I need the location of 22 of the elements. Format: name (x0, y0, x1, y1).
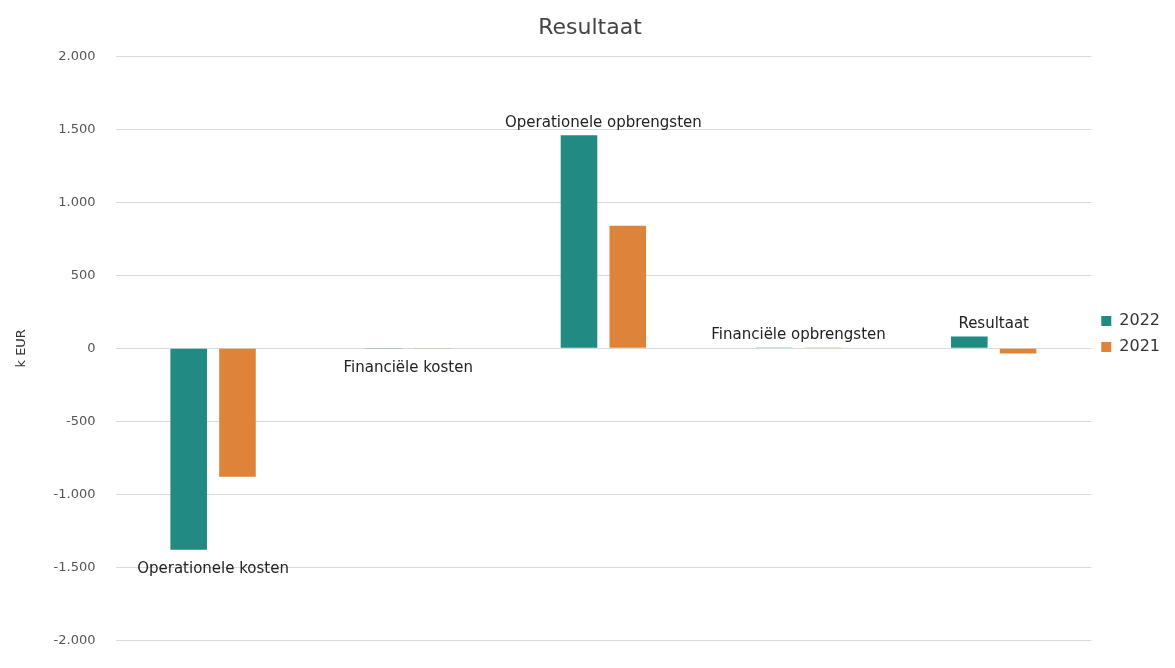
bar (170, 348, 207, 550)
chart-title: Resultaat (538, 13, 643, 39)
bar (219, 348, 256, 477)
y-tick-label: -2.000 (53, 631, 96, 647)
y-tick-label: 1.000 (58, 193, 96, 209)
bar (951, 336, 988, 348)
x-tick-label: Financiële opbrengsten (711, 324, 886, 343)
y-tick-label: -500 (65, 412, 96, 428)
legend-label: 2021 (1119, 336, 1160, 356)
y-axis-title: k EUR (13, 329, 29, 368)
y-tick-label: 500 (70, 266, 96, 282)
x-tick-label: Financiële kosten (343, 358, 473, 377)
x-tick-label: Operationele kosten (137, 559, 289, 578)
bar (560, 135, 598, 348)
legend-label: 2022 (1119, 310, 1160, 330)
y-tick-label: -1.500 (53, 558, 96, 574)
y-tick-label: -1.000 (53, 485, 96, 501)
x-tick-label: Operationele opbrengsten (505, 112, 702, 131)
bar (609, 225, 647, 348)
y-tick-label: 2.000 (58, 47, 96, 63)
y-tick-label: 0 (87, 339, 96, 355)
y-tick-label: 1.500 (58, 120, 96, 136)
